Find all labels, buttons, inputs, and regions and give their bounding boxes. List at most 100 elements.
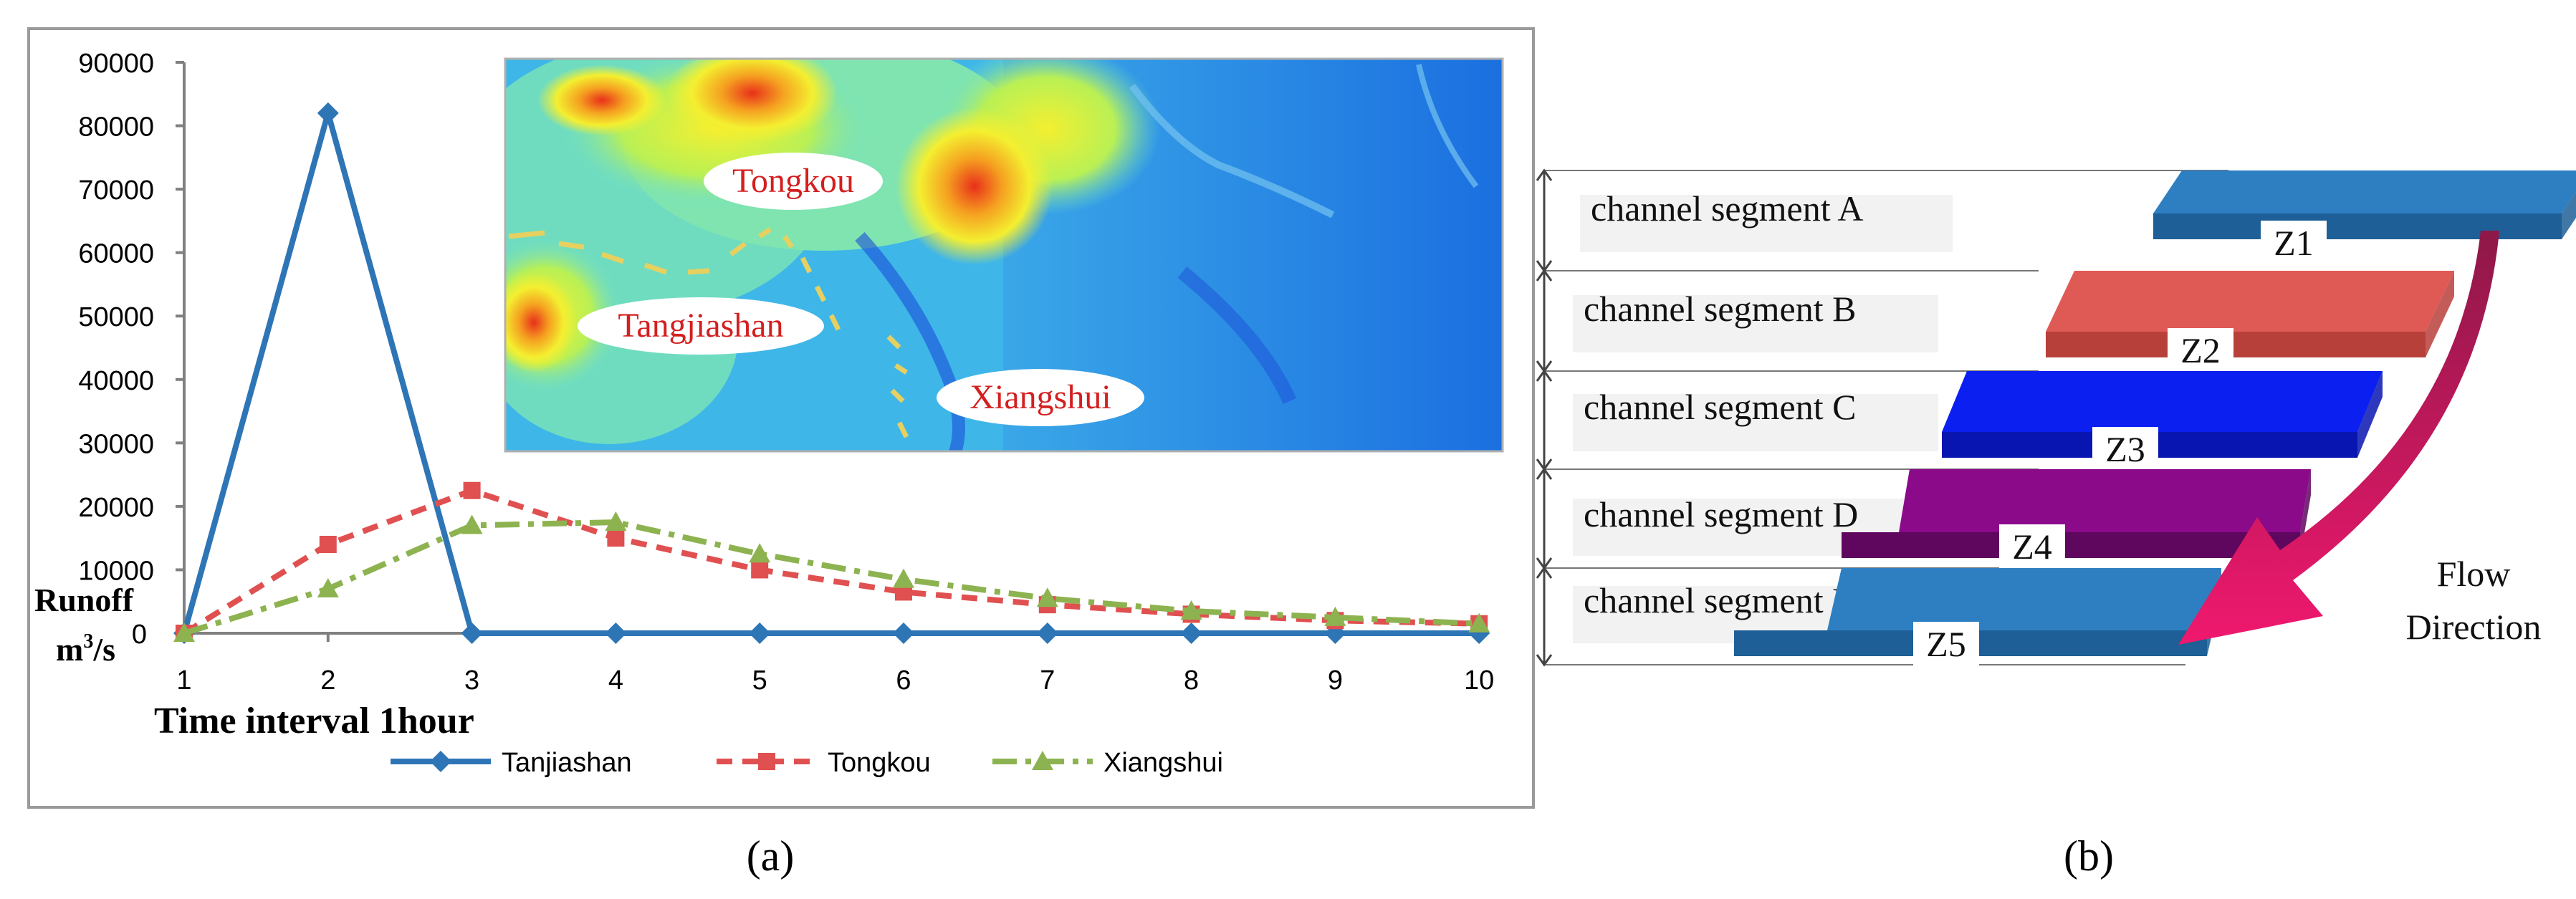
data-point-xiangshui xyxy=(461,514,483,534)
data-point-tanjiashan xyxy=(317,102,339,124)
zone-label-box xyxy=(2168,328,2233,372)
x-axis-title: Time interval 1hour xyxy=(154,701,474,741)
data-point-tongkou xyxy=(751,561,769,579)
y-tick-label: 90000 xyxy=(78,49,154,79)
x-tick-label: 3 xyxy=(464,665,479,696)
zone-label-box xyxy=(2092,427,2158,471)
panel-a: 0 10000 20000 30000 40000 50000 60000 70000 8000… xyxy=(27,27,1535,880)
data-point-xiangshui xyxy=(1324,606,1346,626)
data-point-xiangshui xyxy=(173,622,195,642)
x-axis-ticks: 1 2 3 4 5 6 7 8 9 10 xyxy=(176,633,1494,696)
y-tick-label: 10000 xyxy=(78,556,154,586)
zone-label: Z1 xyxy=(2274,223,2314,263)
data-point-tanjiashan xyxy=(893,622,914,644)
data-point-xiangshui xyxy=(317,578,339,598)
channel-segment-e: channel segment E Z5 xyxy=(1573,568,2221,666)
series-line-tanjiashan xyxy=(181,110,1480,636)
segment-slab-top xyxy=(2046,271,2454,332)
segment-slab-front xyxy=(2046,332,2426,357)
data-point-tanjiashan xyxy=(605,622,627,644)
x-tick-label: 9 xyxy=(1328,665,1343,696)
map-label-xiangshui: Xiangshui xyxy=(969,378,1111,416)
legend-label-tanjiashan: Tanjiashan xyxy=(502,748,632,778)
flow-direction-arrow xyxy=(2178,231,2499,645)
legend-marker-tongkou xyxy=(758,753,775,770)
panel-a-caption: (a) xyxy=(747,832,795,880)
y-tick-label: 60000 xyxy=(78,239,154,269)
data-point-tanjiashan xyxy=(1036,622,1058,644)
y-tick-label: 0 xyxy=(132,620,147,650)
y-tick-label: 40000 xyxy=(78,366,154,396)
segment-label: channel segment C xyxy=(1584,387,1856,427)
x-tick-label: 8 xyxy=(1184,665,1199,696)
segment-label: channel segment E xyxy=(1584,580,1854,620)
zone-label-box xyxy=(1999,524,2065,569)
data-point-xiangshui xyxy=(1468,612,1490,633)
segment-slab-side xyxy=(2562,192,2576,239)
segment-label-box xyxy=(1580,195,1953,252)
channel-segment-d: channel segment D Z4 xyxy=(1573,469,2311,569)
zone-label-box xyxy=(1913,622,1979,666)
segment-slab-top xyxy=(1827,568,2221,630)
y-axis-title-line2: m3/s xyxy=(56,630,115,668)
data-point-tongkou xyxy=(463,481,481,499)
flow-label-line1: Flow xyxy=(2437,554,2511,594)
segment-slab-top xyxy=(2153,170,2576,213)
y-tick-label: 30000 xyxy=(78,429,154,459)
segment-label: channel segment B xyxy=(1584,289,1856,329)
segment-slab-side xyxy=(2426,271,2454,357)
zone-label-box xyxy=(2261,221,2327,265)
segment-slab-side xyxy=(2357,371,2383,458)
x-tick-label: 5 xyxy=(752,665,767,696)
data-point-tongkou xyxy=(607,529,625,547)
segment-label: channel segment A xyxy=(1591,188,1863,229)
map-inset-border xyxy=(504,57,1504,453)
chart-series-layer xyxy=(173,102,1490,644)
channel-segment-a: channel segment A Z1 xyxy=(1580,170,2576,265)
map-label-tongkou: Tongkou xyxy=(732,162,854,200)
zone-label: Z5 xyxy=(1926,624,1966,664)
legend-label-xiangshui: Xiangshui xyxy=(1103,748,1223,778)
channel-segment-b: channel segment B Z2 xyxy=(1573,271,2454,372)
x-tick-label: 1 xyxy=(176,665,191,696)
y-axis-ticks: 0 10000 20000 30000 40000 50000 60000 70000 8000… xyxy=(78,49,184,650)
segment-slab-top xyxy=(1942,371,2383,432)
segment-slab-front xyxy=(2153,213,2562,239)
data-point-tanjiashan xyxy=(749,622,771,644)
zone-label: Z4 xyxy=(2012,527,2052,567)
chart-legend: Tanjiashan Tongkou Xiangshui xyxy=(391,748,1223,778)
x-tick-label: 7 xyxy=(1040,665,1055,696)
panel-b-caption: (b) xyxy=(2064,832,2114,880)
series-line-tongkou xyxy=(182,487,1480,636)
y-tick-label: 20000 xyxy=(78,493,154,523)
segment-dimension-lines xyxy=(1536,168,2228,667)
map-label-tangjiashan: Tangjiashan xyxy=(618,307,783,345)
x-tick-label: 10 xyxy=(1464,665,1494,696)
y-tick-label: 80000 xyxy=(78,112,154,143)
data-point-xiangshui xyxy=(605,511,627,532)
zone-label: Z2 xyxy=(2180,330,2221,370)
x-tick-label: 6 xyxy=(896,665,911,696)
data-point-xiangshui xyxy=(749,543,771,563)
y-tick-label: 50000 xyxy=(78,302,154,332)
x-tick-label: 2 xyxy=(320,665,335,696)
channel-segment-c: channel segment C Z3 xyxy=(1573,371,2383,471)
terrain-map-inset xyxy=(505,59,1503,451)
data-point-xiangshui xyxy=(893,568,914,588)
data-point-tanjiashan xyxy=(461,622,483,644)
segment-slab-top xyxy=(1899,469,2311,532)
segment-slab-front xyxy=(1842,532,2300,558)
data-point-xiangshui xyxy=(1180,600,1202,620)
segment-label-box xyxy=(1573,394,1938,451)
data-point-xiangshui xyxy=(1036,587,1058,607)
x-tick-label: 4 xyxy=(608,665,623,696)
legend-marker-tanjiashan xyxy=(430,751,451,772)
segment-label: channel segment D xyxy=(1584,494,1858,534)
y-tick-label: 70000 xyxy=(78,176,154,206)
legend-label-tongkou: Tongkou xyxy=(828,748,931,778)
segment-label-box xyxy=(1573,295,1938,352)
data-point-tanjiashan xyxy=(1180,622,1202,644)
